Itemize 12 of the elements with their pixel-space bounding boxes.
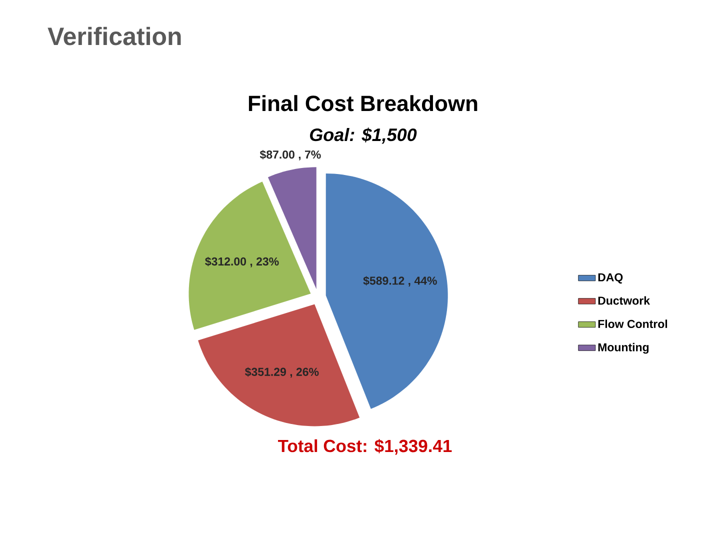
data-label: $312.00 , 23% — [205, 256, 279, 268]
chart-subtitle: Goal: $1,500 — [310, 128, 417, 144]
text: Verification — [48, 26, 181, 46]
legend-label: Mounting — [598, 342, 649, 354]
text: Total Cost: $1,339.41 — [278, 439, 452, 455]
data-label: $87.00 , 7% — [260, 150, 321, 160]
data-label: $589.12 , 44% — [363, 276, 437, 286]
legend-label: DAQ — [598, 273, 623, 284]
data-label: $351.29 , 26% — [245, 367, 319, 378]
chart-title: Final Cost Breakdown — [248, 95, 478, 112]
legend-label: Flow Control — [598, 320, 668, 328]
legend-label: Ductwork — [598, 296, 650, 305]
